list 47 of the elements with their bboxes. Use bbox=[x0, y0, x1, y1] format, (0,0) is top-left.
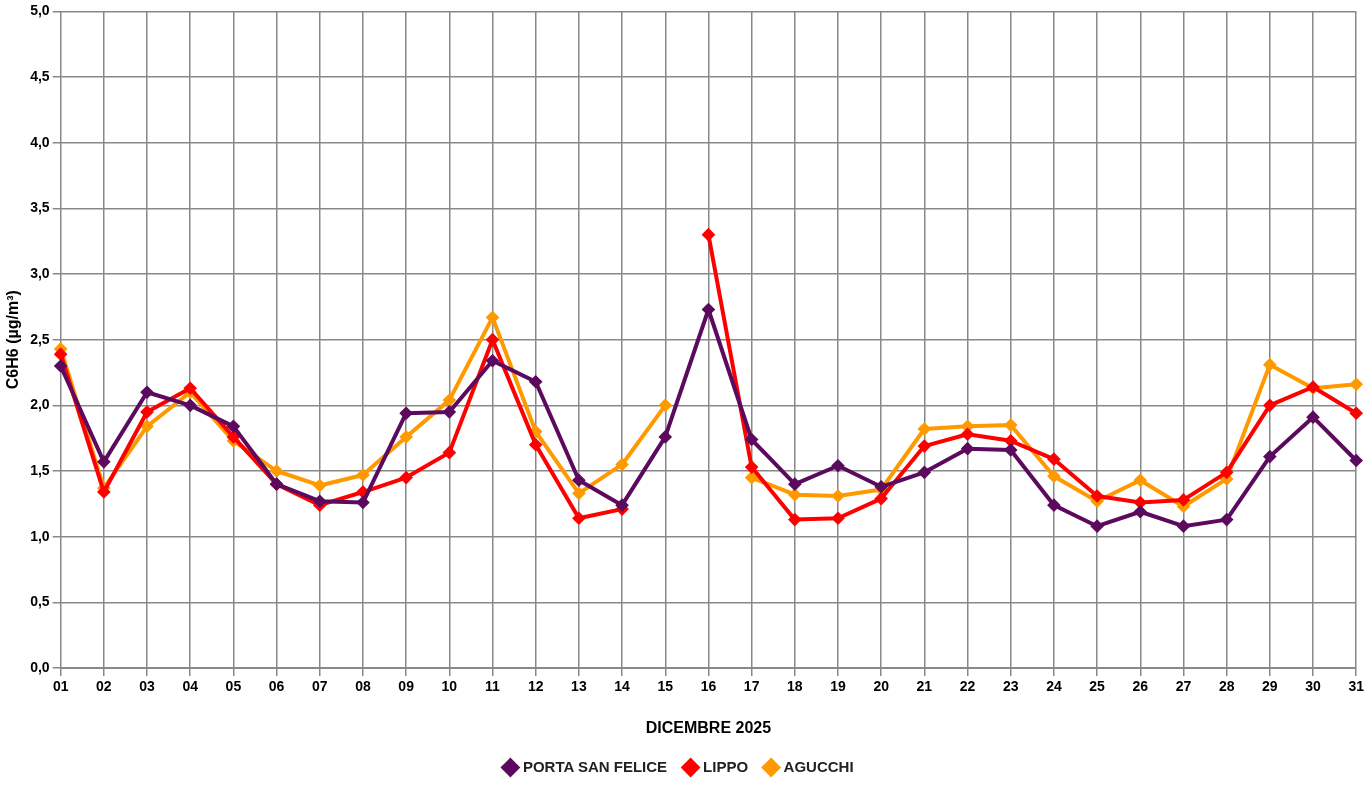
x-tick-label: 20 bbox=[873, 678, 890, 695]
legend-label: PORTA SAN FELICE bbox=[522, 757, 668, 775]
x-tick-label: 01 bbox=[52, 678, 69, 695]
x-tick-label: 09 bbox=[398, 678, 415, 695]
x-tick-label: 18 bbox=[787, 678, 803, 695]
x-tick-label: 30 bbox=[1305, 678, 1322, 695]
x-tick-label: 24 bbox=[1046, 678, 1062, 695]
x-tick-label: 15 bbox=[657, 678, 674, 695]
y-tick-label: 5,0 bbox=[30, 2, 50, 19]
x-tick-label: 23 bbox=[1002, 678, 1019, 695]
y-tick-label: 3,5 bbox=[30, 199, 50, 216]
y-tick-label: 1,0 bbox=[30, 527, 50, 544]
x-tick-label: 26 bbox=[1132, 678, 1149, 695]
legend-label: AGUCCHI bbox=[783, 757, 854, 775]
x-tick-label: 27 bbox=[1175, 678, 1192, 695]
y-tick-label: 0,5 bbox=[30, 593, 50, 610]
x-tick-label: 31 bbox=[1348, 678, 1365, 695]
x-tick-label: 10 bbox=[441, 678, 458, 695]
x-tick-label: 14 bbox=[614, 678, 631, 695]
x-tick-label: 29 bbox=[1262, 678, 1278, 695]
x-tick-label: 25 bbox=[1089, 678, 1106, 695]
x-tick-label: 19 bbox=[830, 678, 846, 695]
x-tick-label: 05 bbox=[225, 678, 242, 695]
x-tick-label: 02 bbox=[96, 678, 112, 695]
x-tick-label: 21 bbox=[916, 678, 933, 695]
y-tick-label: 2,5 bbox=[30, 330, 50, 347]
legend-label: LIPPO bbox=[703, 757, 749, 775]
x-tick-label: 04 bbox=[182, 678, 199, 695]
x-tick-label: 03 bbox=[139, 678, 156, 695]
x-tick-label: 08 bbox=[355, 678, 371, 695]
x-tick-label: 06 bbox=[268, 678, 285, 695]
x-tick-label: 28 bbox=[1218, 678, 1235, 695]
x-tick-label: 22 bbox=[959, 678, 976, 695]
y-tick-label: 1,5 bbox=[30, 461, 50, 478]
x-tick-label: 12 bbox=[527, 678, 544, 695]
x-tick-label: 07 bbox=[311, 678, 328, 695]
x-tick-label: 13 bbox=[571, 678, 587, 695]
y-tick-label: 0,0 bbox=[30, 658, 50, 675]
y-axis-title: C6H6 (µg/m³) bbox=[4, 290, 22, 390]
x-tick-label: 16 bbox=[700, 678, 717, 695]
x-tick-label: 17 bbox=[743, 678, 760, 695]
x-tick-label: 11 bbox=[485, 678, 501, 695]
y-tick-label: 4,0 bbox=[30, 133, 50, 150]
x-axis-title: DICEMBRE 2025 bbox=[645, 718, 772, 736]
y-tick-label: 3,0 bbox=[30, 264, 50, 281]
y-tick-label: 2,0 bbox=[30, 396, 50, 413]
y-tick-label: 4,5 bbox=[30, 67, 50, 84]
